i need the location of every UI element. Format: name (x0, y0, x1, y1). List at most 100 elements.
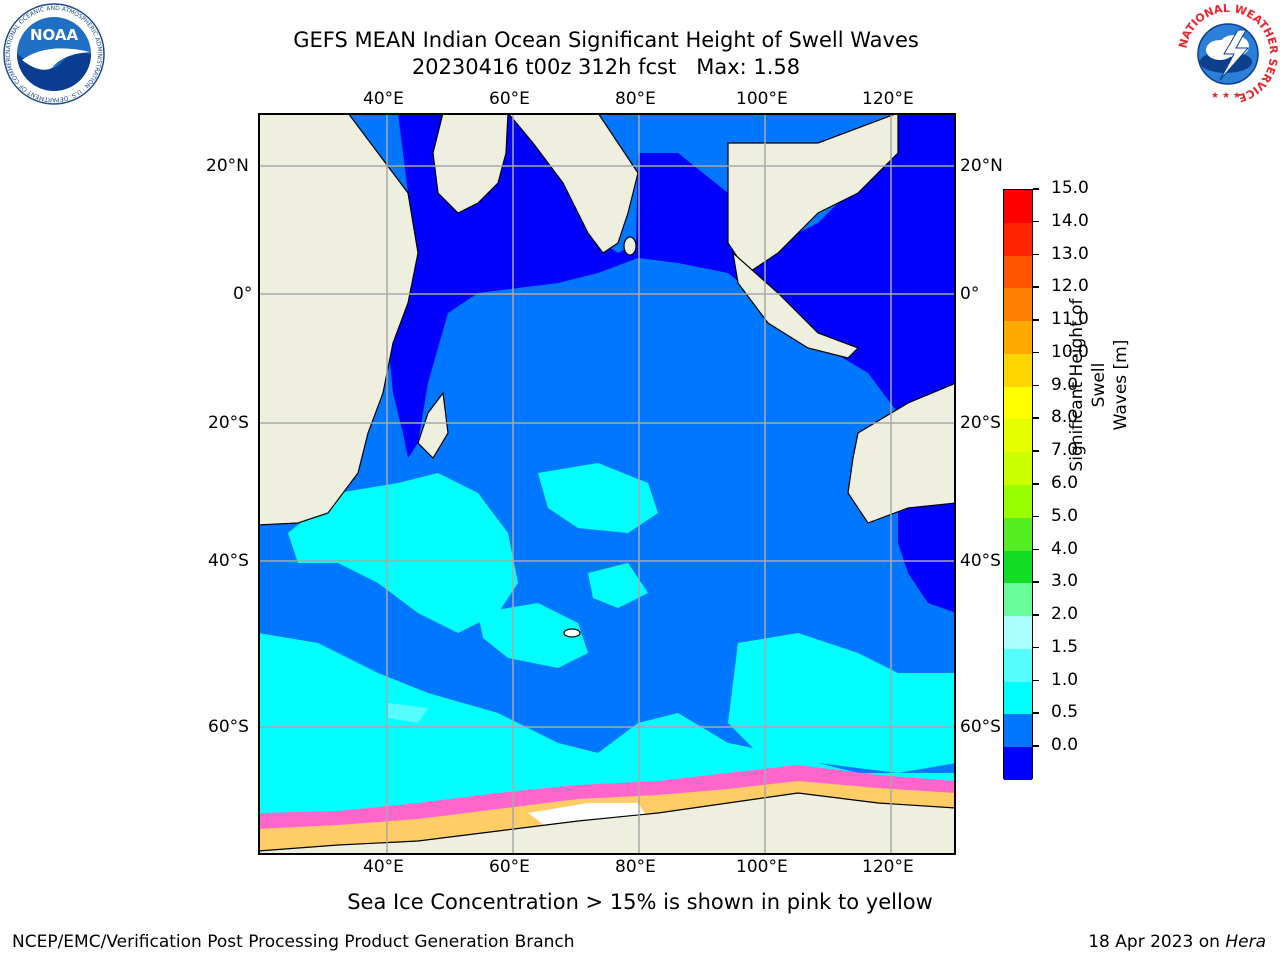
footer-credit: NCEP/EMC/Verification Post Processing Pr… (12, 932, 575, 952)
colorbar-bin (1004, 452, 1032, 486)
colorbar-tick-label: 10.0 (1051, 341, 1089, 362)
land-madagascar (417, 391, 449, 459)
colorbar-bin (1004, 747, 1032, 781)
land-india (508, 115, 639, 254)
colorbar-tick-label: 0.0 (1051, 735, 1079, 756)
lon-tick-bottom-60e: 60°E (489, 857, 530, 877)
colorbar-bin (1004, 321, 1032, 355)
ocean-map (258, 113, 956, 855)
colorbar-tick-mark (1033, 614, 1039, 616)
colorbar-tick-label: 1.5 (1051, 636, 1079, 657)
colorbar-tick-mark (1033, 646, 1039, 649)
colorbar-tick-label: 8.0 (1051, 407, 1079, 428)
lon-tick-bottom-40e: 40°E (363, 857, 404, 877)
nws-logo: NATIONAL WEATHER SERVICE ★ ★ ★ (1176, 2, 1280, 110)
colorbar-bin (1004, 419, 1032, 453)
colorbar-tick-mark (1033, 417, 1039, 419)
colorbar-bin (1004, 583, 1032, 617)
colorbar-tick-label: 9.0 (1051, 374, 1079, 395)
lat-tick-left-20n: 20°N (206, 156, 249, 176)
lat-tick-left-60s: 60°S (208, 717, 249, 737)
colorbar-bin (1004, 288, 1032, 322)
colorbar-tick-label: 12.0 (1051, 276, 1089, 297)
swell-field-0-0p5m-north (388, 115, 954, 458)
colorbar-bin (1004, 517, 1032, 552)
colorbar-tick-mark (1033, 745, 1039, 747)
footer-date-text: 18 Apr 2023 on (1088, 932, 1226, 952)
svg-text:★ ★ ★: ★ ★ ★ (1211, 91, 1241, 101)
map-subtitle: 20230416 t00z 312h fcst Max: 1.58 (411, 55, 801, 79)
lat-tick-left-0: 0° (233, 284, 253, 304)
colorbar-tick-label: 3.0 (1051, 571, 1079, 592)
lon-tick-top-120e: 120°E (862, 89, 914, 109)
lon-tick-top-100e: 100°E (736, 89, 788, 109)
colorbar-tick-mark (1033, 220, 1039, 223)
colorbar-tick-mark (1033, 679, 1039, 682)
lat-tick-right-0: 0° (960, 284, 980, 304)
colorbar (1003, 189, 1033, 781)
colorbar-bin (1004, 353, 1032, 388)
colorbar-bin (1004, 485, 1032, 519)
colorbar-tick-mark (1033, 712, 1039, 714)
colorbar-tick-mark (1033, 483, 1039, 485)
lat-tick-left-40s: 40°S (208, 551, 249, 571)
sea-ice-note: Sea Ice Concentration > 15% is shown in … (347, 890, 933, 914)
colorbar-tick-mark (1033, 450, 1039, 452)
colorbar-tick-label: 0.5 (1051, 702, 1079, 723)
land-australia (847, 383, 954, 524)
lon-tick-top-60e: 60°E (489, 89, 530, 109)
land-antarctica (260, 792, 954, 853)
swell-field-1-1p5m-patch-a (288, 473, 518, 633)
swell-field-1-1p5m-patch-e (728, 633, 954, 773)
land-kerguelen (563, 628, 581, 638)
colorbar-tick-mark (1033, 319, 1039, 321)
colorbar-tick-label: 4.0 (1051, 538, 1079, 559)
colorbar-tick-label: 6.0 (1051, 473, 1079, 493)
colorbar-tick-mark (1033, 384, 1039, 387)
lon-tick-bottom-100e: 100°E (736, 857, 788, 877)
swell-field-0-0p5m-east (898, 483, 954, 613)
colorbar-tick-mark (1033, 188, 1039, 190)
footer-date: 18 Apr 2023 on Hera (1088, 932, 1266, 952)
colorbar-tick-label: 14.0 (1051, 210, 1089, 231)
noaa-logo: NATIONAL OCEANIC AND ATMOSPHERIC ADMINIS… (0, 0, 106, 110)
lon-tick-top-40e: 40°E (363, 89, 404, 109)
colorbar-bin (1004, 386, 1032, 420)
lon-tick-top-80e: 80°E (615, 89, 656, 109)
lon-tick-bottom-120e: 120°E (862, 857, 914, 877)
colorbar-bin (1004, 681, 1032, 715)
colorbar-bin (1004, 714, 1032, 748)
lat-tick-right-20s: 20°S (960, 413, 1001, 433)
svg-text:NOAA: NOAA (30, 26, 79, 44)
lat-tick-left-20s: 20°S (208, 413, 249, 433)
colorbar-bin (1004, 190, 1032, 224)
colorbar-tick-mark (1033, 581, 1039, 583)
swell-field-1p5-2m-spot (388, 703, 428, 723)
colorbar-tick-label: 13.0 (1051, 243, 1089, 264)
swell-field-1-1p5m-patch-c (478, 603, 588, 668)
colorbar-bin (1004, 255, 1032, 289)
colorbar-label-line1: Significant Height of Swell (1067, 298, 1109, 472)
colorbar-bin (1004, 550, 1032, 584)
colorbar-bin (1004, 222, 1032, 257)
colorbar-tick-label: 1.0 (1051, 669, 1079, 690)
lon-tick-bottom-80e: 80°E (615, 857, 656, 877)
colorbar-tick-mark (1033, 515, 1039, 518)
land-se-asia (727, 115, 899, 274)
lat-tick-right-20n: 20°N (960, 156, 1003, 176)
colorbar-bin (1004, 648, 1032, 683)
colorbar-tick-label: 7.0 (1051, 440, 1079, 461)
lat-tick-right-40s: 40°S (960, 551, 1001, 571)
map-frame (258, 113, 956, 855)
lat-tick-right-60s: 60°S (960, 717, 1001, 737)
graticule (260, 115, 954, 853)
colorbar-bin (1004, 616, 1032, 650)
swell-field-1-1p5m-patch-d (588, 563, 648, 608)
land-sumatra (732, 251, 860, 359)
colorbar-label: Significant Height of Swell Waves [m] (1066, 285, 1131, 485)
colorbar-tick-label: 15.0 (1051, 178, 1089, 198)
swell-field-1-1p5m-patch-b (538, 463, 658, 533)
colorbar-tick-label: 5.0 (1051, 505, 1079, 526)
colorbar-tick-mark (1033, 286, 1039, 288)
colorbar-tick-mark (1033, 351, 1039, 354)
